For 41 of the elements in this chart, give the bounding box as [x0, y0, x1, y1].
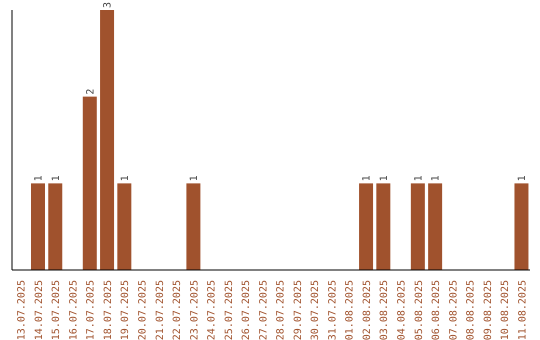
data-label: 1 [50, 175, 62, 182]
x-tick-label: 23.07.2025 [189, 280, 200, 340]
x-tick-label: 03.08.2025 [379, 280, 390, 340]
x-tick-label: 04.08.2025 [396, 280, 408, 340]
x-tick-label: 02.08.2025 [362, 280, 373, 340]
x-tick-label: 05.08.2025 [414, 280, 425, 340]
x-tick-label: 08.08.2025 [466, 280, 477, 340]
data-label: 1 [378, 175, 390, 182]
x-tick-label: 24.07.2025 [206, 280, 218, 340]
data-label: 1 [120, 175, 131, 182]
data-label: 3 [102, 2, 114, 8]
x-tick-label: 09.08.2025 [482, 280, 494, 340]
x-tick-label: 27.07.2025 [258, 280, 270, 340]
x-tick-label: 22.07.2025 [172, 280, 184, 340]
x-tick-label: 19.07.2025 [120, 280, 132, 340]
x-tick-label: 30.07.2025 [310, 280, 322, 340]
x-tick-label: 13.07.2025 [16, 280, 28, 340]
x-tick-label: 10.08.2025 [500, 280, 512, 340]
x-tick-label: 18.07.2025 [102, 280, 114, 340]
x-tick-label: 11.08.2025 [517, 280, 528, 340]
data-label: 1 [362, 175, 373, 182]
x-tick-label: 31.07.2025 [327, 280, 338, 340]
data-label: 1 [33, 175, 44, 182]
data-label: 1 [516, 175, 528, 182]
data-label: 2 [85, 88, 96, 95]
x-tick-label: 21.07.2025 [154, 280, 166, 340]
x-tick-label: 17.07.2025 [86, 280, 97, 340]
x-tick-label: 01.08.2025 [344, 280, 356, 340]
data-label: 1 [188, 175, 200, 182]
data-label: 1 [430, 175, 442, 182]
x-tick-label: 29.07.2025 [292, 280, 304, 340]
x-tick-label: 06.08.2025 [431, 280, 442, 340]
x-tick-label: 28.07.2025 [276, 280, 287, 340]
x-tick-label: 20.07.2025 [138, 280, 148, 340]
x-tick-label: 14.07.2025 [34, 280, 45, 340]
x-tick-label: 07.08.2025 [448, 280, 460, 340]
x-tick-label: 15.07.2025 [51, 280, 62, 340]
data-label: 1 [413, 175, 424, 182]
x-tick-label: 26.07.2025 [241, 280, 252, 340]
x-tick-label: 16.07.2025 [68, 280, 80, 340]
x-tick-label: 25.07.2025 [224, 280, 235, 340]
